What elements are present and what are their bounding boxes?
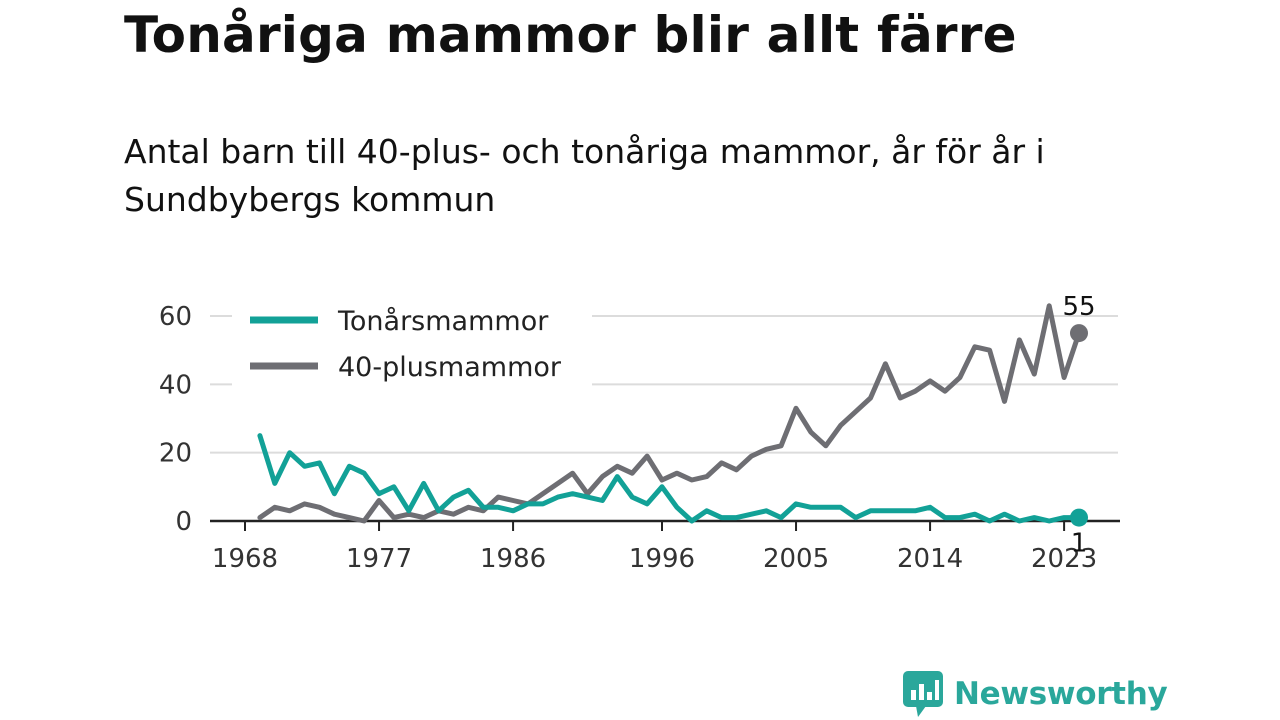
- newsworthy-logo-text: Newsworthy: [954, 676, 1168, 712]
- legend: Tonårsmammor 40-plusmammor: [232, 292, 592, 392]
- newsworthy-chart-bubble-icon: [903, 671, 943, 717]
- x-tick-label-2023: 2023: [1031, 544, 1097, 574]
- y-tick-label-0: 0: [175, 507, 192, 537]
- series-end-markers: 1 55: [1062, 292, 1095, 558]
- legend-label-0: Tonårsmammor: [337, 306, 549, 337]
- y-tick-label-60: 60: [159, 302, 192, 332]
- x-tick-label-1996: 1996: [629, 544, 695, 574]
- x-tick-label-2014: 2014: [897, 544, 963, 574]
- x-tick-label-1968: 1968: [212, 544, 278, 574]
- series-line-tonarsmammor: [257, 433, 1082, 524]
- chart-subtitle: Antal barn till 40-plus- och tonåriga ma…: [124, 132, 1045, 219]
- y-axis-tick-labels: 0 20 40 60: [159, 302, 192, 537]
- chart-title: Tonåriga mammor blir allt färre: [124, 6, 1017, 64]
- end-label-1: 55: [1062, 292, 1095, 322]
- x-tick-label-1986: 1986: [480, 544, 546, 574]
- end-marker-1: [1070, 324, 1088, 343]
- x-tick-label-2005: 2005: [763, 544, 829, 574]
- y-tick-label-40: 40: [159, 370, 192, 400]
- newsworthy-logo: Newsworthy: [902, 670, 1168, 718]
- x-tick-label-1977: 1977: [346, 544, 412, 574]
- legend-label-1: 40-plusmammor: [338, 352, 562, 383]
- series-lines: [257, 303, 1082, 524]
- y-tick-label-20: 20: [159, 439, 192, 469]
- legend-background: [232, 292, 592, 392]
- end-label-0: 1: [1071, 529, 1088, 559]
- x-axis: 1968 1977 1986 1996 2005 2014 2023: [210, 519, 1120, 574]
- end-marker-0: [1070, 508, 1088, 527]
- series-line-40-plusmammor: [257, 303, 1082, 524]
